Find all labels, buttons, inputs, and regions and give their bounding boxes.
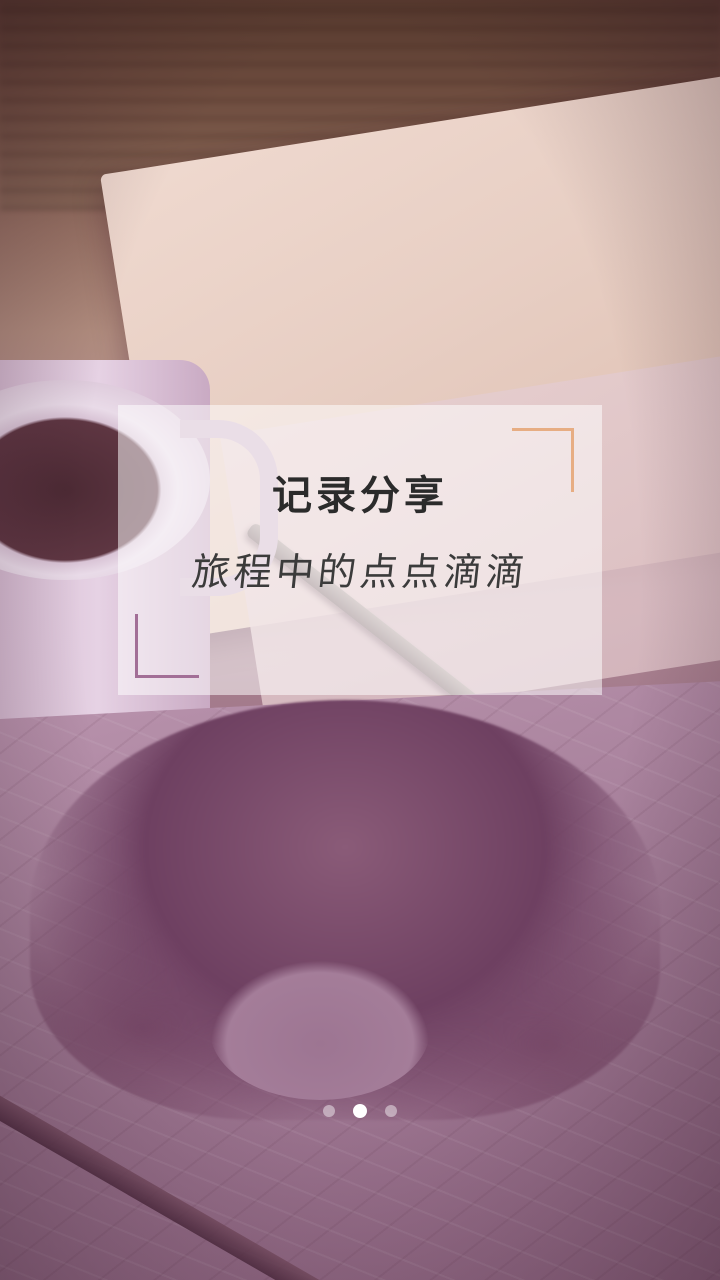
slogan-subtitle: 旅程中的点点滴滴 [189, 550, 531, 594]
page-dot-2-active[interactable] [353, 1104, 367, 1118]
page-indicator [0, 1103, 720, 1119]
croissant-inner-curve [210, 960, 430, 1100]
corner-accent-top-right [512, 428, 574, 492]
corner-accent-bottom-left [135, 614, 199, 678]
slogan-title: 记录分享 [272, 473, 448, 519]
page-dot-1[interactable] [323, 1105, 335, 1117]
slogan-card [118, 405, 602, 695]
page-dot-3[interactable] [385, 1105, 397, 1117]
